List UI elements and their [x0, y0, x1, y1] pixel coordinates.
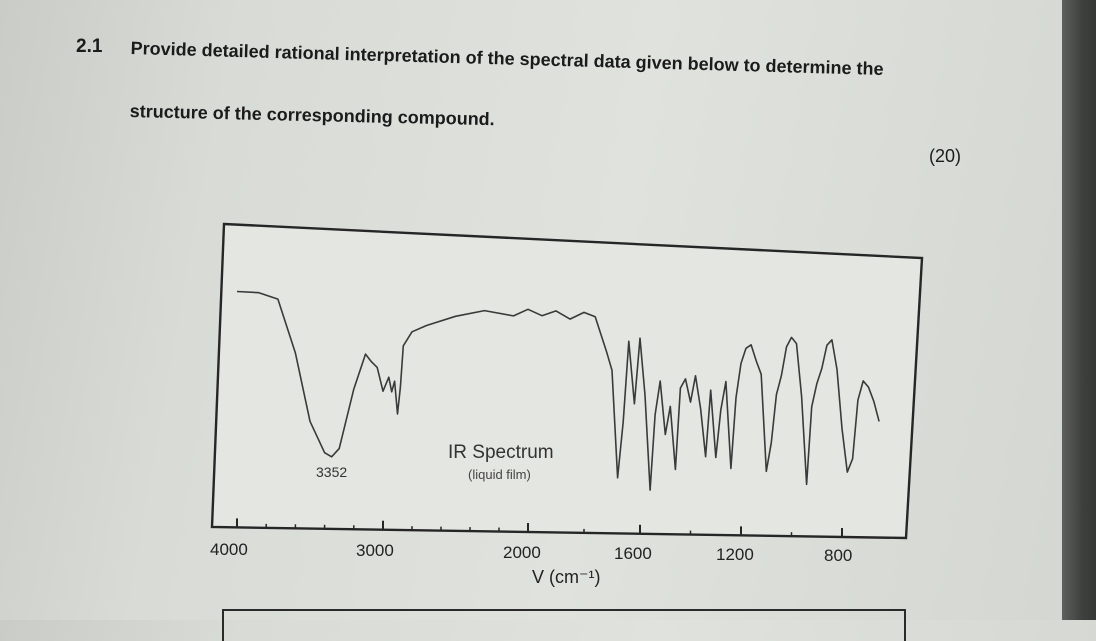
chart-subtitle: (liquid film) [468, 467, 531, 482]
exam-page: 2.1 Provide detailed rational interpreta… [76, 36, 962, 641]
x-tick-label-1200: 1200 [716, 545, 754, 564]
question-marks: (20) [929, 146, 962, 166]
x-tick-label-2000: 2000 [503, 543, 541, 562]
x-axis-ticks [236, 518, 843, 537]
x-axis-label: V (cm⁻¹) [532, 567, 600, 587]
ir-spectrum-chart: 3352 IR Spectrum (liquid film) 4000 3000 2… [210, 222, 924, 587]
x-tick-label-800: 800 [824, 546, 852, 565]
next-question-box [222, 609, 906, 641]
x-tick-label-4000: 4000 [210, 540, 248, 559]
question-number: 2.1 [76, 36, 103, 57]
x-axis-tick-labels: 4000 3000 2000 1600 1200 800 [210, 540, 852, 565]
x-tick-label-1600: 1600 [614, 544, 652, 563]
page-shadow-edge [1062, 0, 1096, 620]
chart-title: IR Spectrum [448, 442, 554, 463]
plot-frame [210, 222, 924, 540]
spectrum-trace [236, 290, 880, 491]
x-tick-label-3000: 3000 [356, 541, 394, 560]
peak-annotation: 3352 [316, 464, 347, 480]
